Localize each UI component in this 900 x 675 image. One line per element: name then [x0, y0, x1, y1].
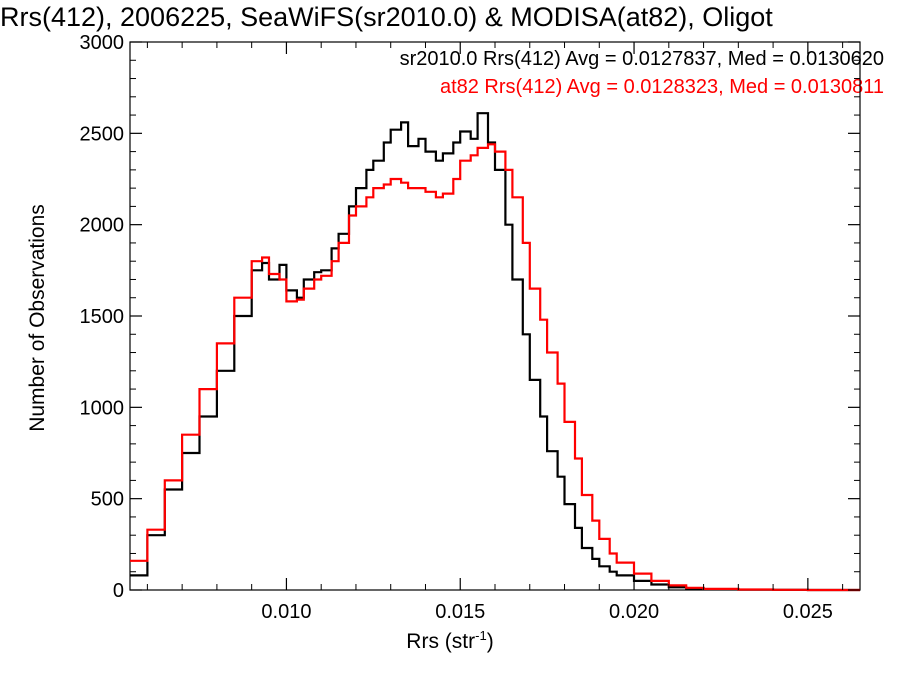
y-tick-label: 2000 — [80, 215, 125, 237]
y-tick-label: 3000 — [80, 32, 125, 54]
x-axis-label-text: Rrs (str — [406, 630, 476, 653]
series-line-at82 — [130, 143, 860, 592]
x-axis-label-close: ) — [486, 630, 494, 653]
legend-entry-sr2010: sr2010.0 Rrs(412) Avg = 0.0127837, Med =… — [399, 48, 884, 70]
x-tick-label: 0.010 — [261, 601, 311, 623]
y-tick-label: 1000 — [80, 397, 125, 419]
y-tick-label: 1500 — [80, 306, 125, 328]
x-tick-label: 0.025 — [783, 601, 833, 623]
x-axis-label: Rrs (str-1) — [0, 628, 900, 654]
y-tick-label: 2500 — [80, 123, 125, 145]
series-line-sr20100 — [130, 112, 860, 592]
y-axis-label: Number of Observations — [26, 204, 50, 432]
x-tick-label: 0.020 — [609, 601, 659, 623]
x-axis-label-superscript: -1 — [475, 628, 487, 643]
legend-entry-at82: at82 Rrs(412) Avg = 0.0128323, Med = 0.0… — [439, 76, 884, 98]
y-tick-label: 500 — [91, 489, 124, 511]
x-tick-label: 0.015 — [435, 601, 485, 623]
chart-title: Rrs(412), 2006225, SeaWiFS(sr2010.0) & M… — [0, 2, 773, 32]
y-tick-label: 0 — [113, 580, 124, 602]
y-axis-label-text: Number of Observations — [26, 204, 49, 432]
